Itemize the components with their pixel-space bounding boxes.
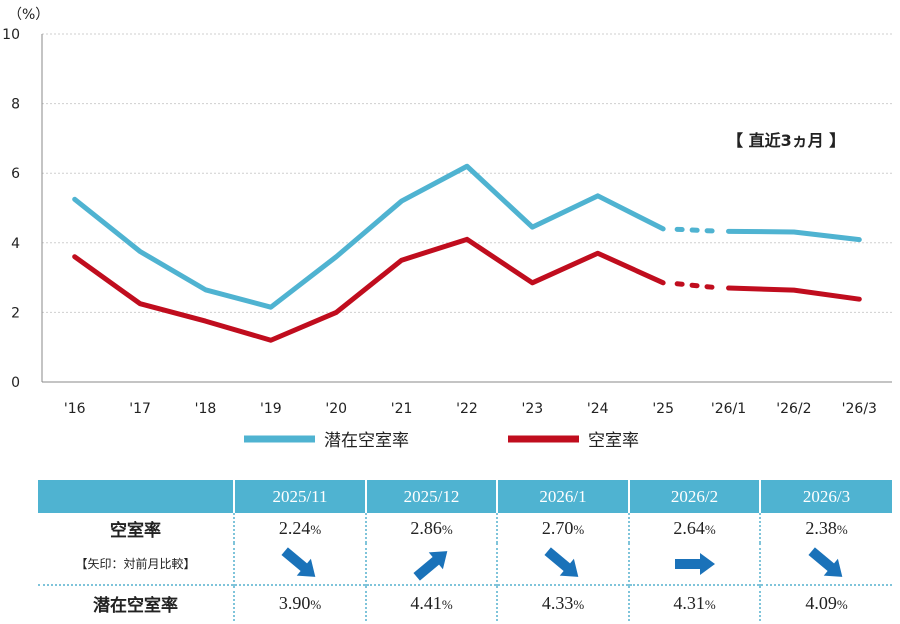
vacancy-table: 2025/11 2025/12 2026/1 2026/2 2026/3 空室率… [38, 480, 892, 621]
header-month: 2026/2 [628, 480, 760, 513]
x-tick-label: '26/1 [711, 401, 746, 417]
arrow-row: 【矢印：対前月比較】 [38, 543, 892, 585]
y-tick-label: 8 [11, 97, 20, 113]
legend-label-vacancy: 空室率 [588, 431, 639, 451]
x-tick-labels: '16 '17 '18 '19 '20 '21 '22 '23 '24 '25 '26/1 '26/2… [64, 401, 877, 417]
series-line-potential [72, 163, 666, 310]
trend-arrow-cell [233, 543, 366, 585]
arrow-shape [281, 546, 316, 577]
header-month: 2026/1 [496, 480, 629, 513]
legend-label-potential: 潜在空室率 [324, 431, 409, 451]
arrow-shape [544, 546, 579, 577]
x-tick-label: '16 [64, 401, 86, 417]
legend: 潜在空室率 空室率 [244, 431, 639, 451]
y-tick-label: 6 [11, 166, 20, 182]
y-tick-label: 0 [11, 375, 20, 391]
potential-value: 4.41% [365, 584, 497, 621]
series-connector-vacancy [674, 281, 724, 291]
trend-arrow-cell [628, 543, 760, 585]
potential-value: 3.90% [233, 584, 366, 621]
arrow-up [412, 550, 447, 581]
series-line-recent-potential [726, 228, 862, 243]
header-month: 2025/12 [365, 480, 497, 513]
x-tick-label: '26/3 [842, 401, 877, 417]
trend-arrow-cell [759, 543, 892, 585]
arrow-shape [807, 546, 842, 577]
arrow-down [807, 546, 842, 577]
x-tick-label: '25 [652, 401, 674, 417]
potential-row-label: 潜在空室率 [38, 584, 234, 621]
vacancy-row-label: 空室率 [110, 520, 161, 541]
arrow-shape [412, 550, 447, 581]
recent-3-months-annotation: 【 直近3ヵ月 】 [727, 131, 845, 150]
x-tick-label: '19 [260, 401, 282, 417]
x-tick-label: '17 [129, 401, 151, 417]
potential-row: 潜在空室率 3.90% 4.41% 4.33% 4.31% 4.09% [38, 584, 892, 621]
trend-arrow-cell [365, 543, 497, 585]
potential-value: 4.09% [759, 584, 892, 621]
series-connector-potential [674, 226, 724, 234]
x-tick-label: '26/2 [776, 401, 811, 417]
x-tick-label: '18 [195, 401, 217, 417]
header-blank [38, 480, 234, 513]
trend-arrow-icon [412, 550, 447, 581]
series-line-recent-vacancy [726, 285, 862, 302]
series-line-vacancy [72, 236, 666, 343]
x-tick-label: '20 [325, 401, 347, 417]
table-header-row: 2025/11 2025/12 2026/1 2026/2 2026/3 [38, 480, 892, 513]
vacancy-value: 2.38% [759, 513, 892, 543]
y-tick-label: 4 [11, 236, 20, 252]
header-month: 2025/11 [233, 480, 366, 513]
y-tick-labels: 0 2 4 6 8 10 [2, 27, 20, 391]
trend-arrow-icon [281, 546, 316, 577]
trend-arrow-icon [674, 552, 715, 575]
vacancy-value: 2.70% [496, 513, 629, 543]
series-lines [72, 163, 862, 343]
trend-arrow-icon [807, 546, 842, 577]
y-tick-label: 10 [2, 27, 20, 43]
arrow-shape [674, 552, 715, 575]
y-unit-label: （%） [8, 7, 49, 23]
trend-arrow-icon [544, 546, 579, 577]
potential-value: 4.31% [628, 584, 760, 621]
gridlines [42, 33, 892, 313]
x-tick-label: '23 [522, 401, 544, 417]
vacancy-value: 2.64% [628, 513, 760, 543]
vacancy-value: 2.86% [365, 513, 497, 543]
arrow-down [544, 546, 579, 577]
x-tick-label: '24 [587, 401, 609, 417]
y-tick-label: 2 [11, 305, 20, 321]
x-tick-label: '22 [456, 401, 478, 417]
x-tick-label: '21 [391, 401, 413, 417]
arrow-note: 【矢印：対前月比較】 [75, 557, 196, 571]
trend-arrow-cell [496, 543, 629, 585]
arrow-flat [674, 552, 715, 575]
vacancy-row: 空室率 2.24% 2.86% 2.70% 2.64% 2.38% [38, 513, 892, 543]
header-month: 2026/3 [759, 480, 892, 513]
arrow-down [281, 546, 316, 577]
potential-value: 4.33% [496, 584, 629, 621]
vacancy-value: 2.24% [233, 513, 366, 543]
